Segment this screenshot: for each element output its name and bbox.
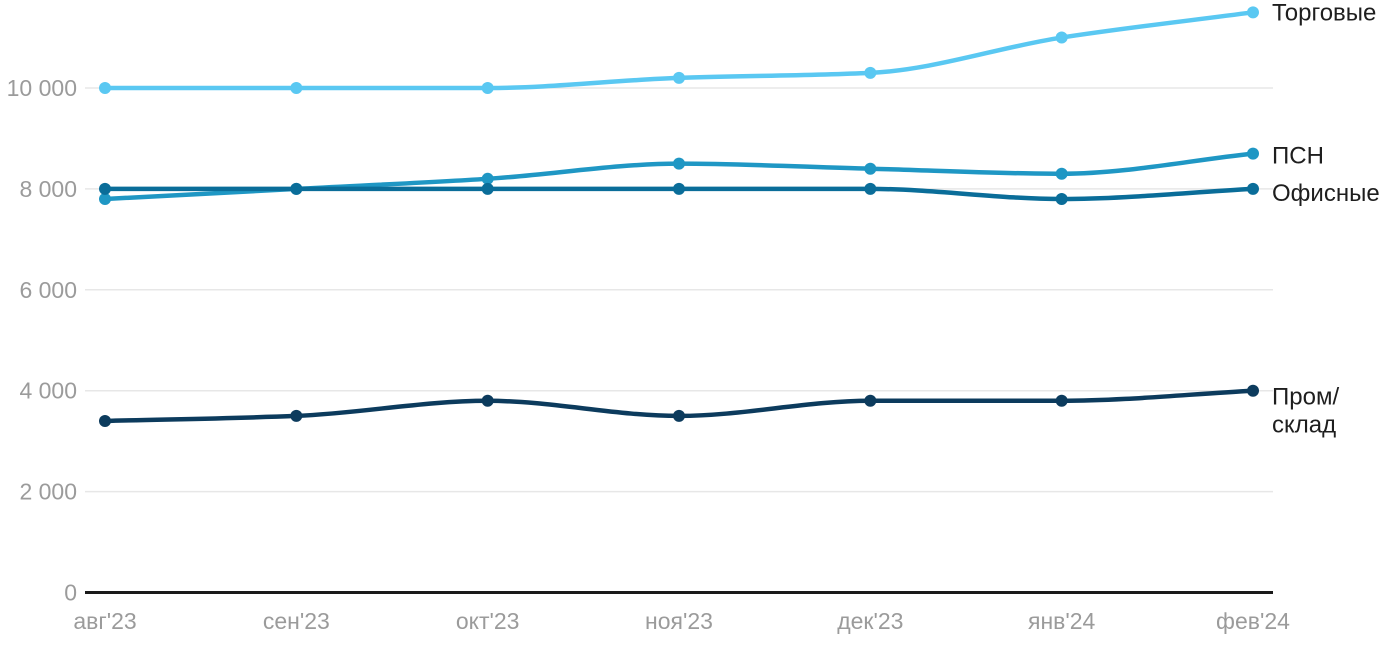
y-axis-tick-label: 6 000 — [19, 277, 77, 303]
data-point[interactable] — [1247, 147, 1259, 160]
x-axis-tick-label: янв'24 — [1028, 608, 1096, 634]
data-point[interactable] — [1247, 6, 1259, 19]
data-point[interactable] — [1055, 192, 1068, 205]
data-point[interactable] — [864, 162, 877, 175]
data-point[interactable] — [1247, 384, 1259, 397]
x-axis-tick-label: окт'23 — [456, 608, 520, 634]
series-label-2: Офисные — [1272, 179, 1380, 206]
data-point[interactable] — [1055, 394, 1068, 407]
data-point[interactable] — [481, 394, 494, 407]
data-point[interactable] — [673, 182, 685, 195]
x-axis-tick-label: сен'23 — [263, 608, 330, 634]
y-axis-tick-label: 2 000 — [19, 479, 77, 505]
data-point[interactable] — [99, 182, 111, 195]
data-point[interactable] — [99, 414, 111, 427]
data-point[interactable] — [864, 66, 877, 79]
y-axis-tick-label: 10 000 — [7, 75, 77, 101]
series-label-0: Торговые — [1272, 0, 1376, 26]
data-point[interactable] — [290, 82, 303, 94]
data-point[interactable] — [481, 182, 494, 195]
data-point[interactable] — [481, 82, 494, 94]
data-point[interactable] — [290, 409, 303, 422]
x-axis-tick-label: ноя'23 — [645, 608, 713, 634]
data-point[interactable] — [290, 182, 303, 195]
y-axis-tick-label: 0 — [64, 580, 77, 606]
data-point[interactable] — [99, 192, 111, 205]
x-axis-tick-label: авг'23 — [73, 608, 136, 634]
data-point[interactable] — [673, 409, 685, 422]
data-point[interactable] — [673, 157, 685, 170]
series-label-1: ПСН — [1272, 142, 1324, 169]
data-point[interactable] — [1055, 31, 1068, 44]
data-point[interactable] — [864, 394, 877, 407]
y-axis-tick-label: 4 000 — [19, 378, 77, 404]
series-label-3: Пром/склад — [1272, 383, 1339, 438]
data-point[interactable] — [99, 82, 111, 94]
data-point[interactable] — [673, 71, 685, 84]
data-point[interactable] — [1055, 167, 1068, 180]
x-axis-tick-label: дек'23 — [837, 608, 903, 634]
x-axis-tick-label: фев'24 — [1216, 608, 1290, 634]
y-axis-tick-label: 8 000 — [19, 176, 77, 202]
data-point[interactable] — [864, 182, 877, 195]
data-point[interactable] — [1247, 182, 1259, 195]
data-point[interactable] — [481, 172, 494, 185]
